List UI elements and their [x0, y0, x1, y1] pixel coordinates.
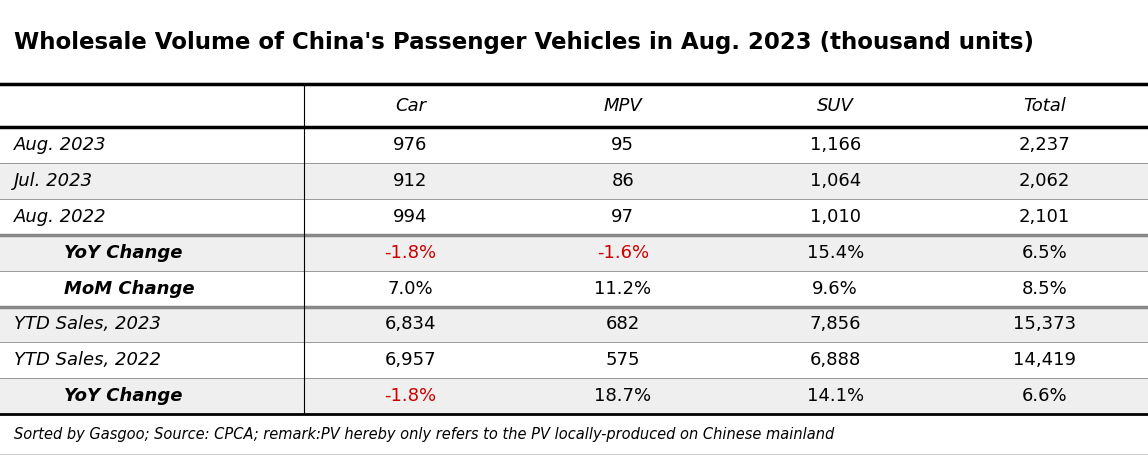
- Text: 15,373: 15,373: [1014, 315, 1076, 334]
- Bar: [0, 199, 1148, 235]
- Text: 8.5%: 8.5%: [1022, 280, 1068, 298]
- Text: 1,166: 1,166: [809, 136, 861, 154]
- Text: 6,957: 6,957: [385, 351, 436, 369]
- Text: Wholesale Volume of China's Passenger Vehicles in Aug. 2023 (thousand units): Wholesale Volume of China's Passenger Ve…: [14, 30, 1034, 54]
- Text: -1.8%: -1.8%: [385, 387, 436, 405]
- Text: 6.6%: 6.6%: [1022, 387, 1068, 405]
- Text: YoY Change: YoY Change: [14, 244, 183, 262]
- Text: 15.4%: 15.4%: [807, 244, 863, 262]
- Text: Aug. 2023: Aug. 2023: [14, 136, 107, 154]
- Bar: [0, 127, 1148, 163]
- Text: 976: 976: [394, 136, 427, 154]
- Bar: [0, 343, 1148, 378]
- Text: YoY Change: YoY Change: [14, 387, 183, 405]
- Text: SUV: SUV: [816, 97, 854, 115]
- Text: 682: 682: [606, 315, 639, 334]
- Bar: [0, 84, 1148, 127]
- Bar: [0, 163, 1148, 199]
- Bar: [0, 235, 1148, 271]
- Text: 14,419: 14,419: [1014, 351, 1076, 369]
- Text: 2,237: 2,237: [1018, 136, 1071, 154]
- Text: 994: 994: [393, 208, 428, 226]
- Text: 9.6%: 9.6%: [813, 280, 858, 298]
- Text: Car: Car: [395, 97, 426, 115]
- Text: 97: 97: [611, 208, 635, 226]
- Bar: [0, 307, 1148, 342]
- Text: YTD Sales, 2022: YTD Sales, 2022: [14, 351, 161, 369]
- Text: 6,888: 6,888: [809, 351, 861, 369]
- Text: 14.1%: 14.1%: [807, 387, 863, 405]
- Bar: [0, 378, 1148, 414]
- Text: YTD Sales, 2023: YTD Sales, 2023: [14, 315, 161, 334]
- Text: MPV: MPV: [604, 97, 642, 115]
- Text: 95: 95: [611, 136, 635, 154]
- Text: Total: Total: [1023, 97, 1066, 115]
- Text: Jul. 2023: Jul. 2023: [14, 172, 93, 190]
- Text: 7,856: 7,856: [809, 315, 861, 334]
- Text: Sorted by Gasgoo; Source: CPCA; remark:PV hereby only refers to the PV locally-p: Sorted by Gasgoo; Source: CPCA; remark:P…: [14, 427, 835, 442]
- Text: 18.7%: 18.7%: [595, 387, 651, 405]
- Text: -1.6%: -1.6%: [597, 244, 649, 262]
- Text: 11.2%: 11.2%: [595, 280, 651, 298]
- Text: Aug. 2022: Aug. 2022: [14, 208, 107, 226]
- Text: 7.0%: 7.0%: [388, 280, 433, 298]
- Text: 912: 912: [394, 172, 427, 190]
- Text: 6,834: 6,834: [385, 315, 436, 334]
- Text: 1,064: 1,064: [809, 172, 861, 190]
- Text: 86: 86: [612, 172, 634, 190]
- Bar: [0, 271, 1148, 307]
- Text: 2,101: 2,101: [1019, 208, 1070, 226]
- Text: 2,062: 2,062: [1019, 172, 1070, 190]
- Text: 1,010: 1,010: [809, 208, 861, 226]
- Text: 575: 575: [605, 351, 641, 369]
- Text: -1.8%: -1.8%: [385, 244, 436, 262]
- Text: MoM Change: MoM Change: [14, 280, 194, 298]
- Text: 6.5%: 6.5%: [1022, 244, 1068, 262]
